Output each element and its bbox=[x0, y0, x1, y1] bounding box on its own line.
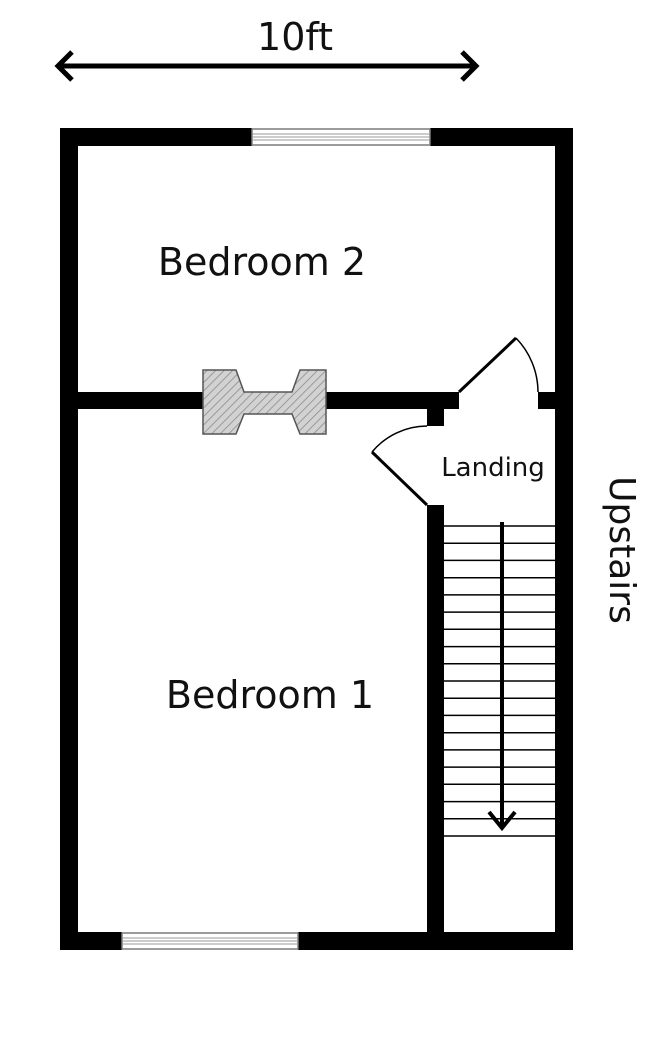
bottom-window bbox=[121, 932, 299, 950]
stair-direction-arrow bbox=[487, 522, 517, 832]
bedroom1-label: Bedroom 1 bbox=[166, 673, 374, 717]
staircase bbox=[444, 525, 555, 837]
upstairs-label: Upstairs bbox=[601, 476, 642, 624]
bedroom2-label: Bedroom 2 bbox=[158, 240, 366, 284]
chimney-breast bbox=[202, 369, 327, 435]
landing-label: Landing bbox=[441, 453, 545, 483]
top-window bbox=[251, 128, 431, 146]
dimension-label: 10ft bbox=[257, 15, 333, 59]
internal-walls bbox=[60, 392, 573, 950]
bedroom2-door[interactable] bbox=[457, 336, 539, 394]
bedroom1-door[interactable] bbox=[370, 425, 429, 507]
dimension-arrow bbox=[54, 50, 480, 82]
outer-walls bbox=[60, 128, 573, 950]
